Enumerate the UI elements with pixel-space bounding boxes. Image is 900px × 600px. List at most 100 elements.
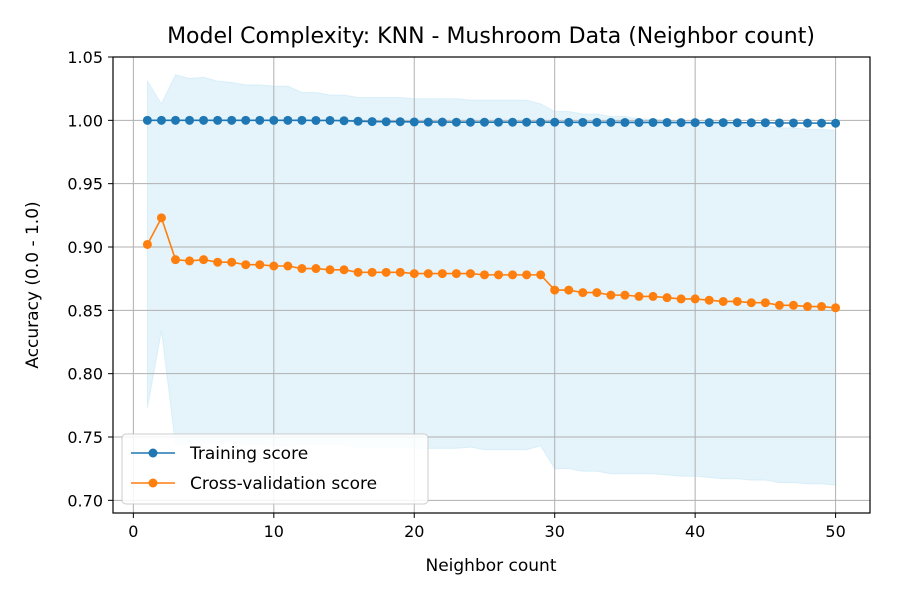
y-tick-label: 0.75 (67, 428, 103, 447)
x-tick-label: 10 (264, 522, 284, 541)
cross-validation-score-point (199, 255, 209, 265)
training-score-point (536, 117, 546, 127)
cross-validation-score-point (817, 302, 827, 312)
cross-validation-score-point (508, 270, 518, 280)
training-score-point (788, 118, 798, 128)
y-tick-label: 0.95 (67, 175, 103, 194)
training-score-point (662, 117, 672, 127)
cross-validation-score-point (451, 269, 461, 279)
cross-validation-score-point (311, 264, 321, 274)
training-score-point (522, 117, 532, 127)
x-tick-label: 30 (545, 522, 565, 541)
training-score-point (311, 115, 321, 125)
training-score-point (550, 117, 560, 127)
training-score-point (395, 117, 405, 127)
training-score-point (409, 117, 419, 127)
training-score-point (185, 115, 195, 125)
cross-validation-score-point (227, 257, 237, 267)
series-layer (142, 115, 841, 313)
training-score-point (676, 118, 686, 128)
cross-validation-score-point (634, 291, 644, 301)
y-tick-label: 0.70 (67, 491, 103, 510)
training-score-point (578, 117, 588, 127)
y-tick-label: 0.85 (67, 301, 103, 320)
legend-box (121, 433, 429, 505)
training-score-point (367, 117, 377, 127)
training-score-point (831, 118, 841, 128)
training-score-point (817, 118, 827, 128)
training-score-point (704, 118, 714, 128)
cross-validation-score-point (185, 256, 195, 266)
training-score-point (381, 117, 391, 127)
cross-validation-score-point (437, 269, 447, 279)
confidence-band-layer (146, 74, 837, 486)
training-score-point (648, 117, 658, 127)
training-score-point (606, 117, 616, 127)
cross-validation-score-point (283, 261, 293, 271)
x-axis-label: Neighbor count (425, 556, 556, 576)
cross-validation-score-point (297, 264, 307, 274)
cross-validation-score-point (213, 257, 223, 267)
chart-title: Model Complexity: KNN - Mushroom Data (N… (167, 24, 815, 49)
x-tick-label: 20 (404, 522, 424, 541)
x-tick-label: 40 (685, 522, 705, 541)
training-score-point (269, 115, 279, 125)
training-score-point (508, 117, 518, 127)
cross-validation-score-point (465, 269, 475, 279)
cross-validation-score-point (774, 300, 784, 310)
x-tick-label: 0 (128, 522, 138, 541)
cross-validation-score-point (255, 260, 265, 270)
cross-validation-score-point (339, 265, 349, 275)
training-score-point (255, 115, 265, 125)
legend-marker-cross-validation (148, 478, 158, 488)
training-score-point (634, 117, 644, 127)
training-score-point (241, 115, 251, 125)
y-tick-label: 0.90 (67, 238, 103, 257)
cross-validation-score-point (788, 300, 798, 310)
training-score-point (760, 118, 770, 128)
cross-validation-score-point (536, 270, 546, 280)
training-score-point (494, 117, 504, 127)
cross-validation-score-point (831, 303, 841, 313)
training-score-point (170, 115, 180, 125)
cross-validation-score-point (592, 288, 602, 298)
legend-label-training: Training score (189, 444, 308, 464)
training-score-point (690, 118, 700, 128)
training-score-point (718, 118, 728, 128)
cross-validation-score-point (760, 298, 770, 308)
training-score-point (325, 115, 335, 125)
x-tick-label: 50 (825, 522, 845, 541)
legend: Training score Cross-validation score (121, 433, 429, 505)
cross-validation-score-point (578, 288, 588, 298)
cross-validation-score-point (718, 296, 728, 306)
training-score-point (156, 115, 166, 125)
cross-validation-score-point (423, 269, 433, 279)
cross-validation-score-point (409, 269, 419, 279)
training-score-point (199, 115, 209, 125)
legend-marker-training (148, 448, 158, 458)
training-score-point (297, 115, 307, 125)
cross-validation-score-point (395, 267, 405, 277)
legend-label-cross-validation: Cross-validation score (190, 474, 377, 494)
cross-validation-score-point (606, 290, 616, 300)
cross-validation-score-point (142, 239, 152, 249)
training-score-point (803, 118, 813, 128)
y-axis-label: Accuracy (0.0 - 1.0) (23, 201, 43, 368)
training-score-point (213, 115, 223, 125)
training-score-point (451, 117, 461, 127)
y-tick-label: 1.00 (67, 111, 103, 130)
training-score-point (465, 117, 475, 127)
cross-validation-score-point (269, 261, 279, 271)
cross-validation-score-point (479, 270, 489, 280)
cross-validation-score-point (803, 302, 813, 312)
training-score-point (423, 117, 433, 127)
training-score-point (227, 115, 237, 125)
cross-validation-score-point (564, 285, 574, 295)
tick-layer: 0 10 20 30 40 50 0.70 0.75 0.80 0.85 0.90 0.95 1.00 1… (67, 48, 845, 541)
cross-validation-score-point (550, 285, 560, 295)
training-score-point (283, 115, 293, 125)
cross-validation-score-point (494, 270, 504, 280)
training-score-point (746, 118, 756, 128)
training-score-point (620, 117, 630, 127)
